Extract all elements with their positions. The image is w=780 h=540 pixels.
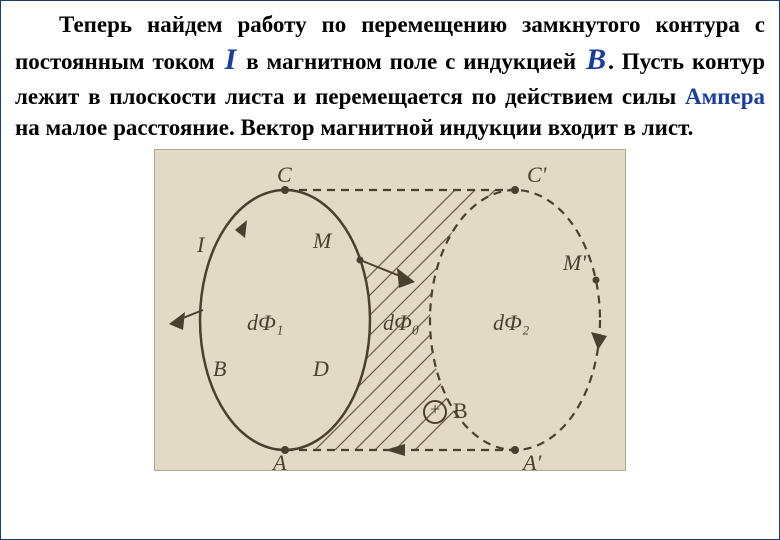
label-dPhi1: dФ₁: [247, 310, 283, 336]
plus-icon: +: [430, 399, 440, 420]
label-Bpoint: B: [213, 356, 226, 382]
label-D: D: [313, 356, 329, 382]
figure-container: C C' A A' M M' B D I dФ₁ dФ₀ dФ₂ B +: [1, 149, 779, 476]
variable-I: I: [223, 43, 239, 76]
contour-diagram: C C' A A' M M' B D I dФ₁ dФ₀ dФ₂ B +: [154, 149, 626, 471]
label-Aprime: A': [523, 450, 541, 476]
label-dPhi2: dФ₂: [493, 310, 529, 336]
label-I: I: [197, 232, 204, 258]
page-frame: Теперь найдем работу по перемещению замк…: [0, 0, 780, 540]
label-Cprime: C': [527, 162, 546, 188]
label-A: A: [273, 450, 286, 476]
label-Bfield: B: [453, 398, 468, 424]
text-run-4: на малое расстояние. Вектор магнитной ин…: [15, 115, 693, 140]
label-C: C: [277, 162, 292, 188]
variable-B: B: [584, 43, 608, 76]
ampere-name: Ампера: [685, 84, 765, 109]
text-run-2: в магнитном поле с индукцией: [238, 49, 584, 74]
label-Mprime: M': [563, 250, 586, 276]
paragraph: Теперь найдем работу по перемещению замк…: [1, 1, 779, 143]
label-dPhi0: dФ₀: [383, 310, 419, 336]
label-M: M: [313, 228, 331, 254]
